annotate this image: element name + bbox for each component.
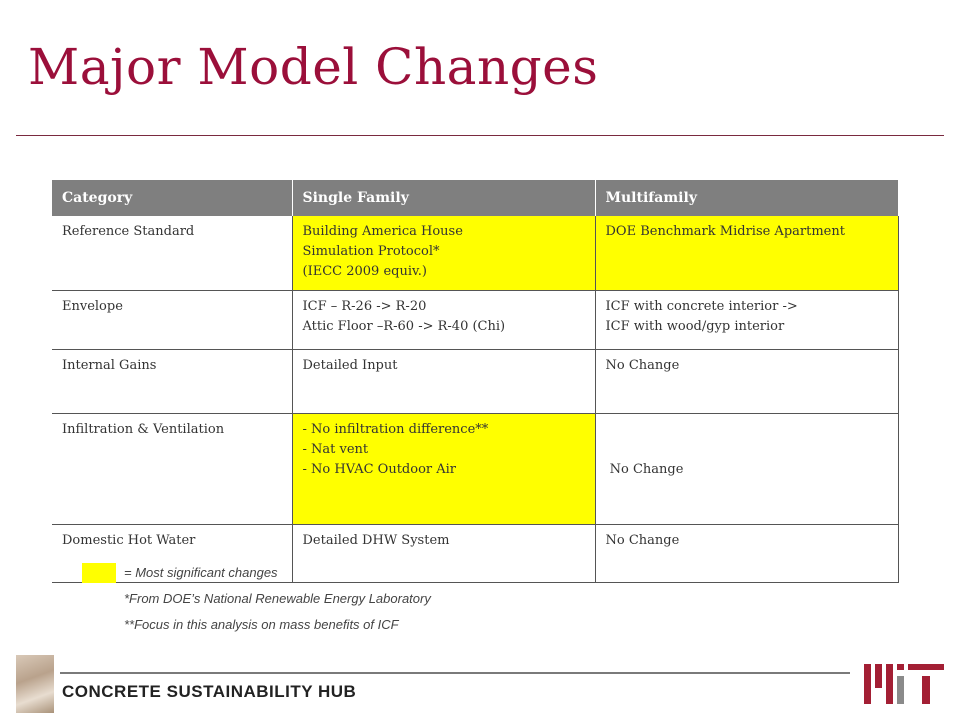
footer-label: CONCRETE SUSTAINABILITY HUB — [62, 682, 357, 701]
cell-line: - Nat vent — [302, 441, 369, 457]
row-single-family: - No infiltration difference** - Nat ven… — [292, 413, 596, 525]
legend-swatch — [82, 563, 116, 583]
cell-line: Attic Floor –R-60 -> R-40 (Chi) — [302, 318, 506, 334]
cell-line: DOE Benchmark Midrise Apartment — [605, 224, 845, 239]
cell-line: ICF – R-26 -> R-20 — [302, 298, 427, 314]
cell-line: No Change — [605, 532, 680, 548]
cell-line: Detailed Input — [302, 357, 398, 373]
title-divider — [16, 135, 944, 136]
footnote-nrel: *From DOE’s National Renewable Energy La… — [124, 591, 431, 606]
cell-line: Simulation Protocol* — [302, 244, 440, 259]
row-multifamily: ICF with concrete interior -> ICF with w… — [595, 290, 899, 350]
cell-line: Building America House — [302, 224, 463, 239]
table-row: Domestic Hot Water Detailed DHW System N… — [52, 524, 899, 583]
header-multifamily: Multifamily — [595, 180, 898, 216]
row-single-family: Building America House Simulation Protoc… — [292, 216, 596, 291]
cell-line: ICF with concrete interior -> — [605, 298, 798, 314]
model-changes-table: Category Single Family Multifamily Refer… — [52, 180, 899, 583]
mit-logo — [864, 664, 944, 704]
table-row: Internal Gains Detailed Input No Change — [52, 349, 899, 414]
table-header-row: Category Single Family Multifamily — [52, 180, 898, 216]
header-category: Category — [52, 180, 293, 216]
legend-text: = Most significant changes — [124, 565, 278, 580]
row-category: Internal Gains — [52, 349, 293, 414]
row-category: Infiltration & Ventilation — [52, 413, 293, 525]
row-category: Envelope — [52, 290, 293, 350]
footnote-icf: **Focus in this analysis on mass benefit… — [124, 617, 399, 632]
row-single-family: ICF – R-26 -> R-20 Attic Floor –R-60 -> … — [292, 290, 596, 350]
table-row: Reference Standard Building America Hous… — [52, 216, 899, 291]
cell-line: - No infiltration difference** — [302, 421, 489, 437]
table-row: Infiltration & Ventilation - No infiltra… — [52, 413, 899, 525]
page-title: Major Model Changes — [28, 38, 599, 96]
row-category: Reference Standard — [52, 216, 293, 291]
row-single-family: Detailed DHW System — [292, 524, 596, 583]
table-row: Envelope ICF – R-26 -> R-20 Attic Floor … — [52, 290, 899, 350]
cell-line: No Change — [605, 461, 684, 477]
cell-line: ICF with wood/gyp interior — [605, 318, 785, 334]
row-multifamily: DOE Benchmark Midrise Apartment — [595, 216, 899, 291]
cell-line: - No HVAC Outdoor Air — [302, 461, 457, 477]
row-category: Domestic Hot Water — [52, 524, 293, 583]
cell-line: (IECC 2009 equiv.) — [302, 264, 428, 279]
row-multifamily: No Change — [595, 413, 899, 525]
footer-rule — [60, 672, 850, 674]
cell-line: Detailed DHW System — [302, 532, 450, 548]
row-multifamily: No Change — [595, 524, 899, 583]
concrete-footprint-image — [16, 655, 54, 713]
cell-line: No Change — [605, 357, 680, 373]
header-single-family: Single Family — [292, 180, 596, 216]
row-single-family: Detailed Input — [292, 349, 596, 414]
row-multifamily: No Change — [595, 349, 899, 414]
